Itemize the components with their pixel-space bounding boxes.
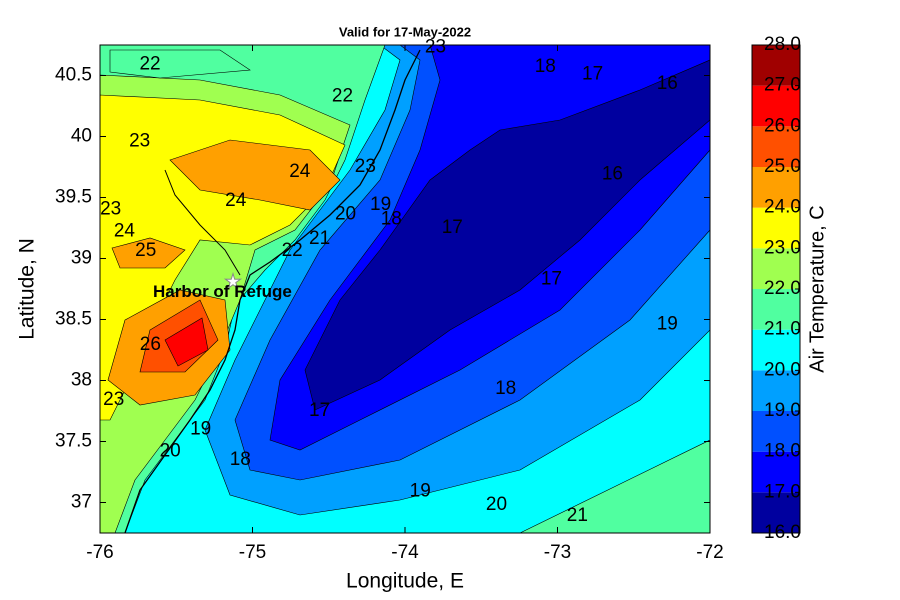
- x-tick-label: -76: [86, 542, 113, 563]
- contour-label: 17: [309, 400, 330, 421]
- contour-label: 24: [289, 161, 311, 182]
- contour-region: [519, 439, 710, 533]
- contour-label: 16: [602, 163, 623, 184]
- contour-label: 19: [410, 481, 431, 502]
- contour-label: 19: [190, 418, 211, 439]
- contour-label: 17: [442, 217, 463, 238]
- contour-label: 22: [282, 240, 303, 261]
- contour-label: 17: [541, 268, 562, 289]
- y-tick-label: 40: [71, 126, 92, 147]
- coastline: [124, 49, 421, 533]
- y-tick-label: 37.5: [55, 431, 92, 452]
- colorbar-band: [752, 45, 800, 86]
- y-tick-label: 40.5: [55, 65, 92, 86]
- contour-label: 23: [100, 199, 121, 220]
- contour-label: 19: [657, 313, 678, 334]
- colorbar-tick-label: 17.0: [764, 481, 801, 502]
- contour-fill: [100, 45, 710, 533]
- contour-label: 18: [495, 378, 516, 399]
- colorbar-band: [752, 85, 800, 127]
- colorbar-tick-label: 19.0: [764, 400, 801, 421]
- contour-label: 20: [335, 204, 356, 225]
- contour-label: 18: [230, 449, 251, 470]
- contour-label: 25: [135, 240, 156, 261]
- contour-region: [109, 49, 251, 79]
- colorbar-label: Air Temperature, C: [806, 205, 828, 372]
- y-tick-label: 39: [71, 248, 92, 269]
- colorbar-tick-label: 26.0: [764, 115, 801, 136]
- contour-label: 16: [657, 73, 678, 94]
- contour-region: [304, 59, 710, 411]
- colorbar-tick-label: 20.0: [764, 359, 801, 380]
- chart-title: Valid for 17-May-2022: [339, 24, 471, 39]
- colorbar-tick-label: 18.0: [764, 441, 801, 462]
- contour-region: [164, 317, 209, 367]
- colorbar-tick-label: 16.0: [764, 522, 801, 543]
- contour-label: 24: [114, 221, 136, 242]
- colorbar-band: [752, 370, 800, 411]
- colorbar-band: [752, 126, 800, 167]
- contour-label: 22: [332, 85, 353, 106]
- contour-label: 20: [160, 440, 181, 461]
- x-tick-label: -75: [239, 542, 266, 563]
- contour-label: 23: [103, 389, 124, 410]
- colorbar-band: [752, 207, 800, 249]
- contour-label: 18: [381, 208, 402, 229]
- colorbar-tick-label: 21.0: [764, 319, 801, 340]
- colorbar-tick-label: 27.0: [764, 75, 801, 96]
- contour-region: [169, 139, 341, 211]
- colorbar-tick-label: 24.0: [764, 197, 801, 218]
- colorbar-tick-label: 25.0: [764, 156, 801, 177]
- x-tick-label: -73: [544, 542, 571, 563]
- coastline: [164, 169, 241, 276]
- y-tick-label: 37: [71, 492, 92, 513]
- contour-label: 19: [370, 194, 391, 215]
- y-axis-label: Latitude, N: [16, 238, 39, 340]
- contour-label: 26: [140, 334, 161, 355]
- colorbar-tick-label: 28.0: [764, 34, 801, 55]
- contour-label: 23: [425, 36, 446, 57]
- colorbar-band: [752, 289, 800, 330]
- x-tick-label: -74: [391, 542, 419, 563]
- contour-label: 24: [225, 190, 247, 211]
- colorbar-band: [752, 167, 800, 208]
- contour-label: 17: [582, 63, 603, 84]
- x-axis-label: Longitude, E: [346, 570, 464, 593]
- colorbar-band: [752, 451, 800, 493]
- contour-label: 22: [139, 54, 160, 75]
- colorbar-tick-label: 23.0: [764, 237, 801, 258]
- colorbar-band: [752, 329, 800, 371]
- y-tick-label: 38: [71, 370, 92, 391]
- contour-region: [111, 237, 186, 269]
- colorbar-band: [752, 248, 800, 289]
- contour-label: 20: [486, 494, 507, 515]
- y-tick-label: 38.5: [55, 309, 92, 330]
- station-marker: [223, 272, 243, 290]
- colorbar-band: [752, 492, 800, 533]
- station-label: Harbor of Refuge: [153, 282, 292, 301]
- contour-label: 23: [355, 156, 376, 177]
- contour-label: 23: [129, 130, 150, 151]
- y-tick-label: 39.5: [55, 187, 92, 208]
- contour-label: 21: [309, 228, 330, 249]
- contour-label: 18: [535, 56, 556, 77]
- contour-label: 21: [567, 505, 588, 526]
- colorbar-tick-label: 22.0: [764, 278, 801, 299]
- colorbar-band: [752, 411, 800, 452]
- x-tick-label: -72: [696, 542, 723, 563]
